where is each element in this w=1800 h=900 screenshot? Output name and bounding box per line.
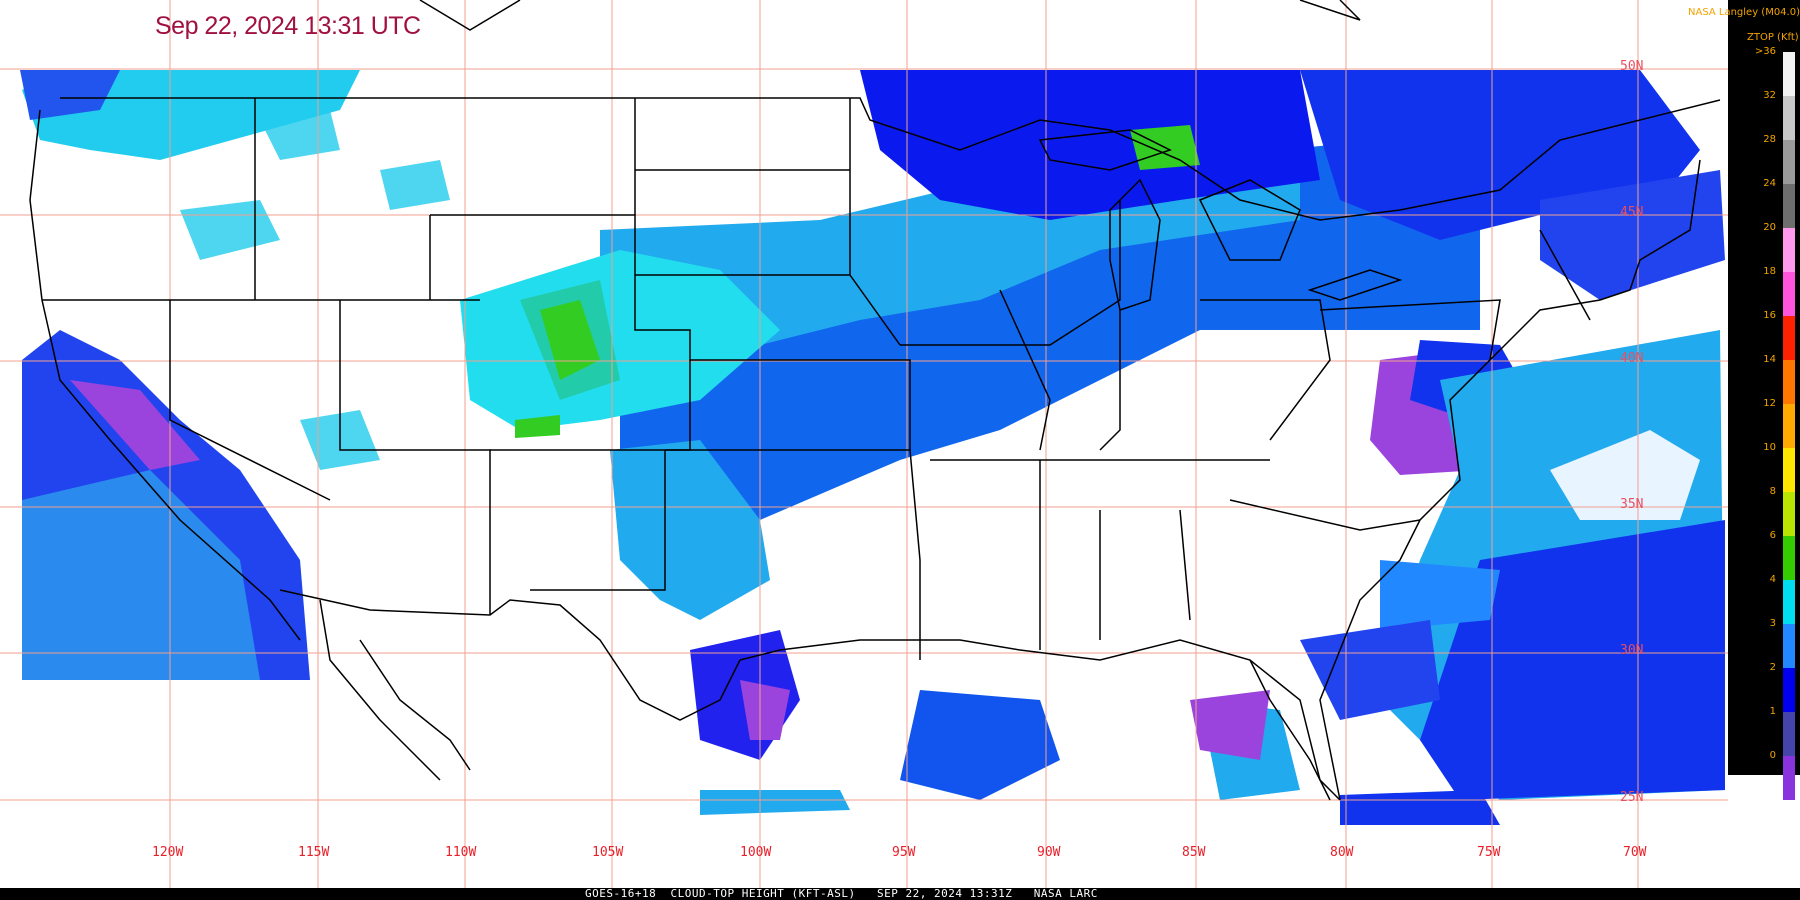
footer-caption: GOES-16+18 CLOUD-TOP HEIGHT (KFT-ASL) SE… (585, 887, 1098, 900)
legend-swatch (1783, 712, 1795, 756)
legend-swatch (1783, 668, 1795, 712)
legend-swatch (1783, 96, 1795, 140)
legend-swatch (1783, 756, 1795, 800)
latitude-label: 30N (1620, 643, 1644, 658)
longitude-label: 95W (892, 845, 916, 860)
legend-swatch (1783, 316, 1795, 360)
legend-swatch (1783, 140, 1795, 184)
longitude-label: 70W (1623, 845, 1647, 860)
legend-tick-label: >36 (1754, 46, 1776, 57)
legend-tick-label: 32 (1763, 90, 1776, 101)
legend-tick-label: 18 (1763, 266, 1776, 277)
legend-credit: NASA Langley (M04.0) (1688, 7, 1800, 18)
legend-tick-label: 1 (1769, 706, 1776, 717)
longitude-label: 90W (1037, 845, 1061, 860)
legend-swatch (1783, 580, 1795, 624)
legend-swatch (1783, 228, 1795, 272)
longitude-label: 85W (1182, 845, 1206, 860)
legend-tick-label: 3 (1769, 618, 1776, 629)
legend-swatch (1783, 360, 1795, 404)
legend-tick-label: 12 (1763, 398, 1776, 409)
timestamp: Sep 22, 2024 13:31 UTC (155, 12, 421, 40)
legend-title: ZTOP (Kft) (1747, 32, 1799, 43)
legend-tick-label: 8 (1769, 486, 1776, 497)
state-boundaries (29, 0, 1721, 801)
longitude-label: 120W (152, 845, 184, 860)
legend-tick-label: 20 (1763, 222, 1776, 233)
legend-tick-label: 0 (1769, 750, 1776, 761)
legend-tick-label: 24 (1763, 178, 1776, 189)
legend-swatch (1783, 624, 1795, 668)
longitude-label: 80W (1330, 845, 1354, 860)
longitude-label: 100W (740, 845, 772, 860)
longitude-label: 105W (592, 845, 624, 860)
legend-tick-label: 4 (1769, 574, 1776, 585)
legend-swatch (1783, 536, 1795, 580)
latitude-label: 35N (1620, 497, 1644, 512)
legend-tick-label: 2 (1769, 662, 1776, 673)
cloud-top-height-map (0, 0, 1728, 888)
legend-swatch (1783, 492, 1795, 536)
legend-tick-label: 16 (1763, 310, 1776, 321)
legend-swatch (1783, 184, 1795, 228)
legend-swatch (1783, 448, 1795, 492)
legend-swatch (1783, 404, 1795, 448)
satellite-map: Sep 22, 2024 13:31 UTC 120W 115W 110W 10… (0, 0, 1728, 888)
latitude-label: 50N (1620, 59, 1644, 74)
longitude-label: 110W (445, 845, 477, 860)
legend-tick-label: 10 (1763, 442, 1776, 453)
legend-swatch (1783, 272, 1795, 316)
graticule (0, 0, 1728, 888)
legend-tick-label: 14 (1763, 354, 1776, 365)
legend-tick-label: 28 (1763, 134, 1776, 145)
footer-bar (0, 888, 1800, 900)
latitude-label: 25N (1620, 790, 1644, 805)
cloud-layer (20, 70, 1725, 825)
legend-tick-label: 6 (1769, 530, 1776, 541)
latitude-label: 40N (1620, 351, 1644, 366)
longitude-label: 115W (298, 845, 330, 860)
latitude-label: 45N (1620, 205, 1644, 220)
longitude-label: 75W (1477, 845, 1501, 860)
legend-swatch (1783, 52, 1795, 96)
